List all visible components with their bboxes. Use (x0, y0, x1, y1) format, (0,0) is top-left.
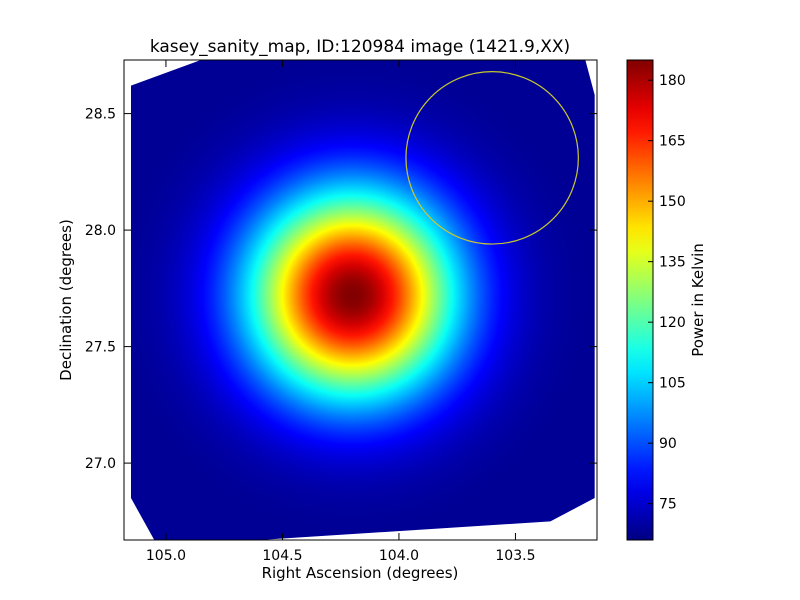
colorbar-tick-label: 150 (659, 194, 686, 210)
colorbar-tick-label: 165 (659, 134, 686, 150)
y-axis-label: Declination (degrees) (57, 219, 75, 381)
colorbar-tick-label: 75 (659, 497, 677, 513)
x-axis-ticks: 105.0 104.5 104.0 103.5 (146, 60, 535, 564)
y-axis-ticks: 27.0 27.5 28.0 28.5 (85, 107, 597, 472)
colorbar-tick-label: 120 (659, 315, 686, 331)
y-tick-label: 27.5 (85, 340, 116, 356)
plot-area (124, 60, 597, 540)
colorbar-tick-label: 135 (659, 255, 686, 271)
colorbar-tick-label: 180 (659, 73, 686, 89)
colorbar-label: Power in Kelvin (689, 243, 707, 357)
colorbar-tick-label: 105 (659, 376, 686, 392)
plot-frame (123, 59, 598, 541)
region-circle (405, 71, 579, 245)
chart-title: kasey_sanity_map, ID:120984 image (1421.… (150, 37, 570, 57)
y-tick-label: 27.0 (85, 456, 116, 472)
colorbar: 75 90 105 120 135 150 165 180 Power in Kelvin (626, 59, 707, 541)
colorbar-tick-label: 90 (659, 436, 677, 452)
x-tick-label: 104.0 (379, 548, 419, 564)
x-tick-label: 103.5 (495, 548, 535, 564)
colorbar-gradient (626, 59, 654, 541)
x-tick-label: 104.5 (262, 548, 302, 564)
y-tick-label: 28.5 (85, 107, 116, 123)
x-tick-label: 105.0 (146, 548, 186, 564)
x-axis-label: Right Ascension (degrees) (262, 564, 459, 582)
heatmap-field (130, 60, 595, 540)
colorbar-ticks: 75 90 105 120 135 150 165 180 (648, 73, 686, 513)
y-tick-label: 28.0 (85, 223, 116, 239)
